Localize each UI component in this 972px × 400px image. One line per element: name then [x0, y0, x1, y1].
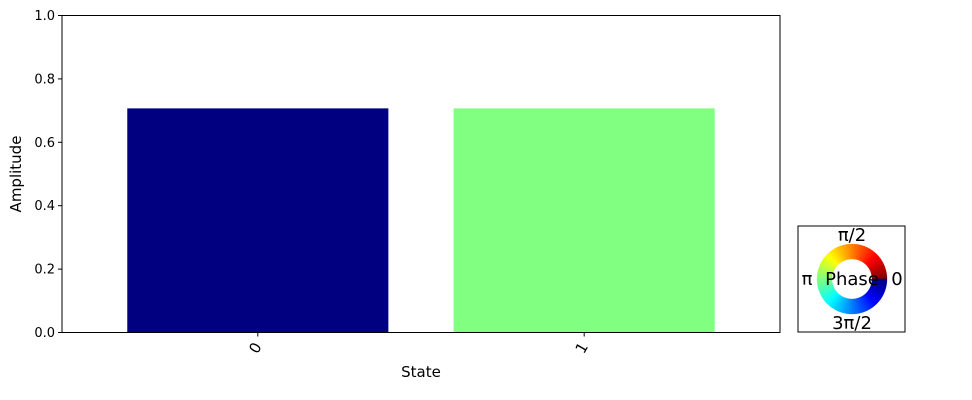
phase-label-left: π	[802, 269, 813, 290]
y-tick-label: 1.0	[34, 9, 55, 24]
phase-legend: Phase π/2 π 0 3π/2	[797, 225, 906, 334]
phase-legend-title: Phase	[825, 269, 879, 290]
phase-label-right: 0	[891, 269, 902, 290]
x-tick-label: 1	[572, 339, 592, 356]
y-tick-label: 0.4	[34, 199, 55, 214]
bars-group	[127, 108, 715, 333]
y-tick-label: 0.6	[34, 136, 55, 151]
bar-state-0	[127, 108, 389, 333]
phase-legend-frame	[797, 225, 906, 333]
phase-label-bottom: 3π/2	[832, 313, 872, 334]
phase-wedge	[871, 278, 888, 283]
x-tick-label: 0	[245, 339, 265, 356]
y-tick-label: 0.2	[34, 263, 55, 278]
bar-state-1	[453, 108, 715, 333]
plot-frame	[61, 15, 781, 333]
y-axis-ticks: 0.0 0.2 0.4 0.6 0.8 1.0	[34, 9, 62, 341]
y-tick-label: 0.0	[34, 326, 55, 341]
phase-label-top: π/2	[838, 225, 866, 246]
phase-color-wheel	[816, 243, 888, 315]
y-axis-title: Amplitude	[7, 136, 25, 213]
x-axis-title: State	[401, 363, 441, 381]
y-tick-label: 0.8	[34, 72, 55, 87]
